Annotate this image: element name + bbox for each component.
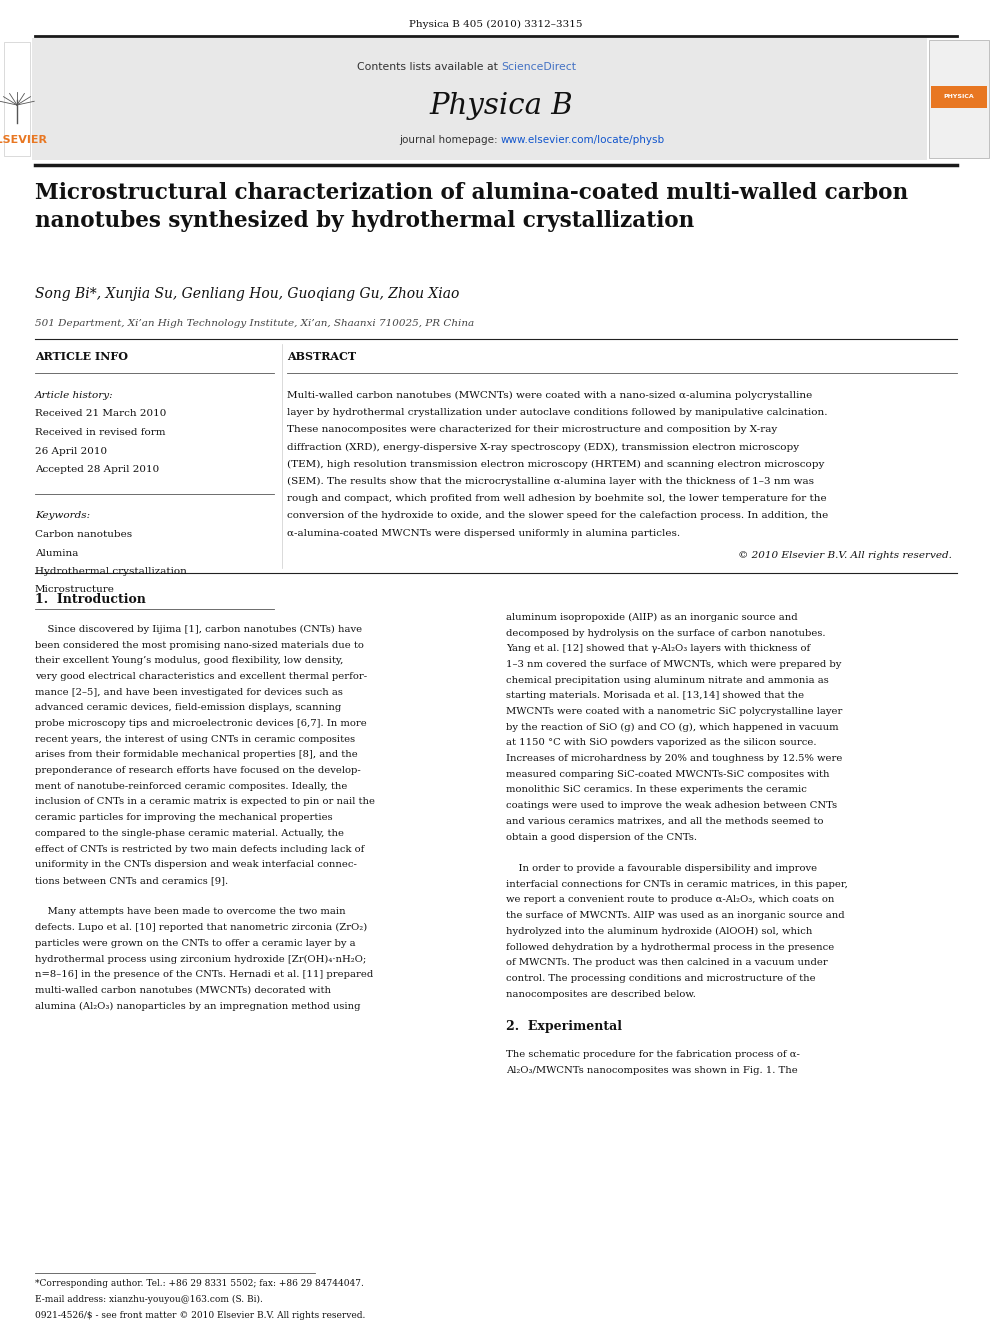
- Text: Al₂O₃/MWCNTs nanocomposites was shown in Fig. 1. The: Al₂O₃/MWCNTs nanocomposites was shown in…: [506, 1066, 798, 1076]
- Text: monolithic SiC ceramics. In these experiments the ceramic: monolithic SiC ceramics. In these experi…: [506, 786, 806, 795]
- Text: been considered the most promising nano-sized materials due to: been considered the most promising nano-…: [35, 640, 364, 650]
- Text: of MWCNTs. The product was then calcined in a vacuum under: of MWCNTs. The product was then calcined…: [506, 958, 827, 967]
- Text: Received in revised form: Received in revised form: [35, 429, 166, 437]
- Text: diffraction (XRD), energy-dispersive X-ray spectroscopy (EDX), transmission elec: diffraction (XRD), energy-dispersive X-r…: [287, 443, 800, 451]
- Text: Increases of microhardness by 20% and toughness by 12.5% were: Increases of microhardness by 20% and to…: [506, 754, 842, 763]
- Text: Physica B 405 (2010) 3312–3315: Physica B 405 (2010) 3312–3315: [410, 20, 582, 29]
- Text: ScienceDirect: ScienceDirect: [501, 62, 576, 71]
- Text: Contents lists available at: Contents lists available at: [357, 62, 501, 71]
- Text: control. The processing conditions and microstructure of the: control. The processing conditions and m…: [506, 974, 815, 983]
- Text: 0921-4526/$ - see front matter © 2010 Elsevier B.V. All rights reserved.: 0921-4526/$ - see front matter © 2010 El…: [35, 1311, 365, 1320]
- Text: 501 Department, Xi’an High Technology Institute, Xi’an, Shaanxi 710025, PR China: 501 Department, Xi’an High Technology In…: [35, 319, 474, 328]
- Text: Multi-walled carbon nanotubes (MWCNTs) were coated with a nano-sized α-alumina p: Multi-walled carbon nanotubes (MWCNTs) w…: [287, 392, 812, 400]
- Text: uniformity in the CNTs dispersion and weak interfacial connec-: uniformity in the CNTs dispersion and we…: [35, 860, 357, 869]
- Text: starting materials. Morisada et al. [13,14] showed that the: starting materials. Morisada et al. [13,…: [506, 692, 805, 700]
- Text: Since discovered by Iijima [1], carbon nanotubes (CNTs) have: Since discovered by Iijima [1], carbon n…: [35, 624, 362, 634]
- Text: conversion of the hydroxide to oxide, and the slower speed for the calefaction p: conversion of the hydroxide to oxide, an…: [287, 512, 828, 520]
- Text: compared to the single-phase ceramic material. Actually, the: compared to the single-phase ceramic mat…: [35, 830, 344, 837]
- Text: 2.  Experimental: 2. Experimental: [506, 1020, 622, 1033]
- Text: (SEM). The results show that the microcrystalline α-alumina layer with the thick: (SEM). The results show that the microcr…: [287, 478, 814, 486]
- Text: n=8–16] in the presence of the CNTs. Hernadi et al. [11] prepared: n=8–16] in the presence of the CNTs. Her…: [35, 970, 373, 979]
- Text: Microstructure: Microstructure: [35, 586, 115, 594]
- Text: chemical precipitation using aluminum nitrate and ammonia as: chemical precipitation using aluminum ni…: [506, 676, 828, 684]
- Text: 1–3 nm covered the surface of MWCNTs, which were prepared by: 1–3 nm covered the surface of MWCNTs, wh…: [506, 660, 841, 669]
- Text: interfacial connections for CNTs in ceramic matrices, in this paper,: interfacial connections for CNTs in cera…: [506, 880, 848, 889]
- Text: tions between CNTs and ceramics [9].: tions between CNTs and ceramics [9].: [35, 876, 228, 885]
- Text: by the reaction of SiO (g) and CO (g), which happened in vacuum: by the reaction of SiO (g) and CO (g), w…: [506, 722, 838, 732]
- Text: obtain a good dispersion of the CNTs.: obtain a good dispersion of the CNTs.: [506, 832, 697, 841]
- Text: effect of CNTs is restricted by two main defects including lack of: effect of CNTs is restricted by two main…: [35, 844, 364, 853]
- Text: probe microscopy tips and microelectronic devices [6,7]. In more: probe microscopy tips and microelectroni…: [35, 718, 367, 728]
- Text: 1.  Introduction: 1. Introduction: [35, 593, 146, 606]
- Text: advanced ceramic devices, field-emission displays, scanning: advanced ceramic devices, field-emission…: [35, 704, 341, 712]
- Text: particles were grown on the CNTs to offer a ceramic layer by a: particles were grown on the CNTs to offe…: [35, 939, 355, 947]
- Text: ARTICLE INFO: ARTICLE INFO: [35, 351, 128, 363]
- Text: multi-walled carbon nanotubes (MWCNTs) decorated with: multi-walled carbon nanotubes (MWCNTs) d…: [35, 986, 331, 995]
- Text: hydrothermal process using zirconium hydroxide [Zr(OH)₄·nH₂O;: hydrothermal process using zirconium hyd…: [35, 954, 366, 963]
- Text: Physica B: Physica B: [430, 93, 572, 120]
- Text: mance [2–5], and have been investigated for devices such as: mance [2–5], and have been investigated …: [35, 688, 343, 697]
- Text: rough and compact, which profited from well adhesion by boehmite sol, the lower : rough and compact, which profited from w…: [287, 495, 826, 503]
- Text: Keywords:: Keywords:: [35, 512, 90, 520]
- Text: These nanocomposites were characterized for their microstructure and composition: These nanocomposites were characterized …: [287, 426, 778, 434]
- Text: followed dehydration by a hydrothermal process in the presence: followed dehydration by a hydrothermal p…: [506, 942, 834, 951]
- Bar: [929, 40, 989, 157]
- Text: Alumina: Alumina: [35, 549, 78, 557]
- Text: ELSEVIER: ELSEVIER: [0, 135, 47, 146]
- Text: ment of nanotube-reinforced ceramic composites. Ideally, the: ment of nanotube-reinforced ceramic comp…: [35, 782, 347, 791]
- Text: *Corresponding author. Tel.: +86 29 8331 5502; fax: +86 29 84744047.: *Corresponding author. Tel.: +86 29 8331…: [35, 1279, 364, 1289]
- Text: In order to provide a favourable dispersibility and improve: In order to provide a favourable dispers…: [506, 864, 817, 873]
- Text: (TEM), high resolution transmission electron microscopy (HRTEM) and scanning ele: (TEM), high resolution transmission elec…: [287, 460, 824, 468]
- Text: the surface of MWCNTs. AlIP was used as an inorganic source and: the surface of MWCNTs. AlIP was used as …: [506, 912, 844, 919]
- Text: 26 April 2010: 26 April 2010: [35, 446, 107, 455]
- Text: Yang et al. [12] showed that γ-Al₂O₃ layers with thickness of: Yang et al. [12] showed that γ-Al₂O₃ lay…: [506, 644, 810, 654]
- Text: inclusion of CNTs in a ceramic matrix is expected to pin or nail the: inclusion of CNTs in a ceramic matrix is…: [35, 798, 375, 807]
- Text: Article history:: Article history:: [35, 392, 114, 400]
- Text: and various ceramics matrixes, and all the methods seemed to: and various ceramics matrixes, and all t…: [506, 816, 823, 826]
- Text: layer by hydrothermal crystallization under autoclave conditions followed by man: layer by hydrothermal crystallization un…: [287, 409, 827, 417]
- Text: www.elsevier.com/locate/physb: www.elsevier.com/locate/physb: [501, 135, 665, 146]
- Text: defects. Lupo et al. [10] reported that nanometric zirconia (ZrO₂): defects. Lupo et al. [10] reported that …: [35, 923, 367, 933]
- Text: MWCNTs were coated with a nanometric SiC polycrystalline layer: MWCNTs were coated with a nanometric SiC…: [506, 706, 842, 716]
- Text: preponderance of research efforts have focused on the develop-: preponderance of research efforts have f…: [35, 766, 361, 775]
- Text: very good electrical characteristics and excellent thermal perfor-: very good electrical characteristics and…: [35, 672, 367, 681]
- Text: ceramic particles for improving the mechanical properties: ceramic particles for improving the mech…: [35, 814, 332, 822]
- Text: journal homepage:: journal homepage:: [399, 135, 501, 146]
- Text: their excellent Young’s modulus, good flexibility, low density,: their excellent Young’s modulus, good fl…: [35, 656, 343, 665]
- Text: Carbon nanotubes: Carbon nanotubes: [35, 531, 132, 538]
- Text: Received 21 March 2010: Received 21 March 2010: [35, 410, 167, 418]
- Text: Accepted 28 April 2010: Accepted 28 April 2010: [35, 464, 160, 474]
- Text: α-alumina-coated MWCNTs were dispersed uniformly in alumina particles.: α-alumina-coated MWCNTs were dispersed u…: [287, 529, 681, 537]
- Text: © 2010 Elsevier B.V. All rights reserved.: © 2010 Elsevier B.V. All rights reserved…: [738, 550, 952, 560]
- Text: E-mail address: xianzhu-youyou@163.com (S. Bi).: E-mail address: xianzhu-youyou@163.com (…: [35, 1295, 263, 1304]
- Text: Microstructural characterization of alumina-coated multi-walled carbon
nanotubes: Microstructural characterization of alum…: [35, 183, 908, 232]
- Text: decomposed by hydrolysis on the surface of carbon nanotubes.: decomposed by hydrolysis on the surface …: [506, 628, 825, 638]
- Text: PHYSICA: PHYSICA: [943, 94, 974, 99]
- Text: The schematic procedure for the fabrication process of α-: The schematic procedure for the fabricat…: [506, 1050, 800, 1060]
- Text: nanocomposites are described below.: nanocomposites are described below.: [506, 990, 695, 999]
- Text: alumina (Al₂O₃) nanoparticles by an impregnation method using: alumina (Al₂O₃) nanoparticles by an impr…: [35, 1002, 360, 1011]
- Text: Hydrothermal crystallization: Hydrothermal crystallization: [35, 568, 186, 576]
- Bar: [32, 38, 927, 160]
- Text: at 1150 °C with SiO powders vaporized as the silicon source.: at 1150 °C with SiO powders vaporized as…: [506, 738, 816, 747]
- Text: Song Bi*, Xunjia Su, Genliang Hou, Guoqiang Gu, Zhou Xiao: Song Bi*, Xunjia Su, Genliang Hou, Guoqi…: [35, 287, 459, 302]
- Text: arises from their formidable mechanical properties [8], and the: arises from their formidable mechanical …: [35, 750, 358, 759]
- Bar: [4, 42, 30, 156]
- Text: measured comparing SiC-coated MWCNTs-SiC composites with: measured comparing SiC-coated MWCNTs-SiC…: [506, 770, 829, 779]
- Text: ABSTRACT: ABSTRACT: [287, 351, 356, 363]
- Text: Many attempts have been made to overcome the two main: Many attempts have been made to overcome…: [35, 908, 345, 917]
- Bar: [931, 86, 987, 108]
- Text: aluminum isopropoxide (AlIP) as an inorganic source and: aluminum isopropoxide (AlIP) as an inorg…: [506, 613, 798, 622]
- Text: we report a convenient route to produce α-Al₂O₃, which coats on: we report a convenient route to produce …: [506, 896, 834, 905]
- Text: hydrolyzed into the aluminum hydroxide (AlOOH) sol, which: hydrolyzed into the aluminum hydroxide (…: [506, 927, 812, 935]
- Text: coatings were used to improve the weak adhesion between CNTs: coatings were used to improve the weak a…: [506, 802, 837, 810]
- Text: recent years, the interest of using CNTs in ceramic composites: recent years, the interest of using CNTs…: [35, 734, 355, 744]
